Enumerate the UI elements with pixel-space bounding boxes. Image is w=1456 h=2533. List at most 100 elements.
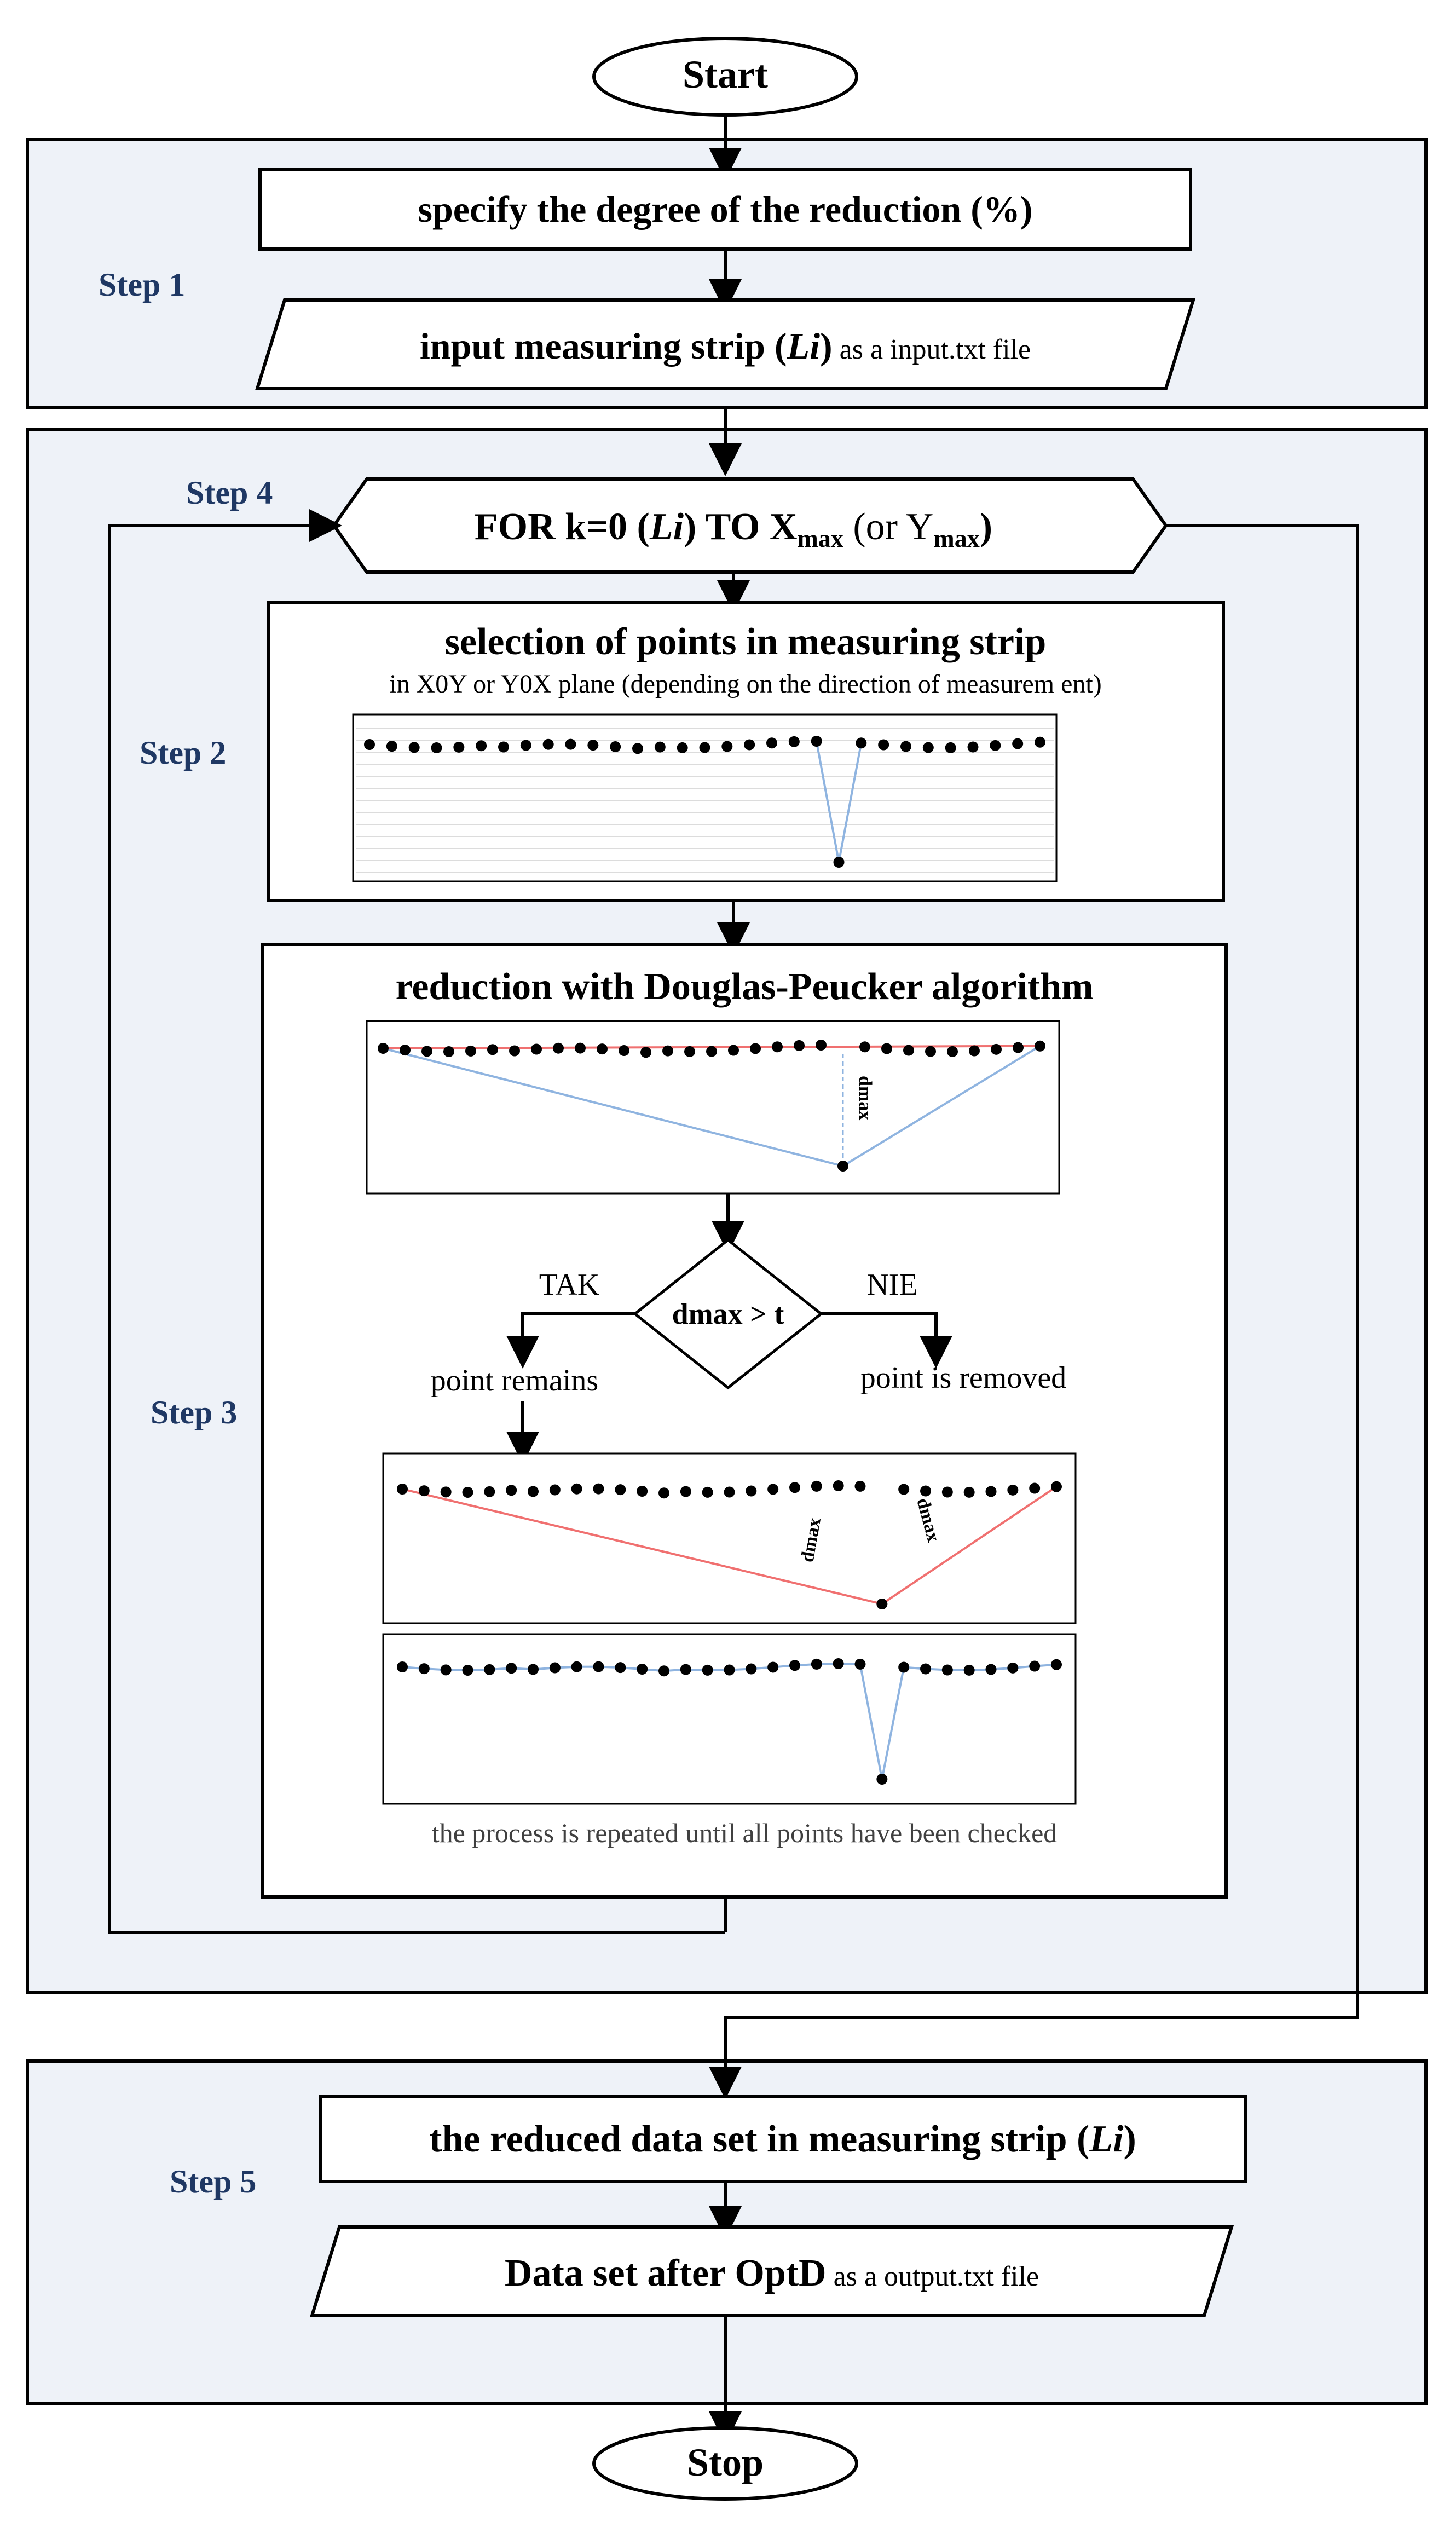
data-point: [985, 1486, 997, 1497]
x-sub-text: max: [798, 524, 843, 552]
data-point: [571, 1661, 582, 1672]
stop-label: Stop: [687, 2440, 764, 2484]
data-point: [811, 1480, 822, 1492]
data-point: [746, 1663, 757, 1675]
data-point: [476, 740, 487, 752]
data-point: [788, 736, 800, 747]
data-point: [1012, 738, 1024, 749]
data-point: [400, 1045, 411, 1056]
data-point: [728, 1045, 739, 1056]
data-point: [1013, 1042, 1024, 1053]
data-point: [746, 1485, 757, 1497]
data-point: [684, 1046, 695, 1057]
data-point: [619, 1045, 629, 1057]
data-point: [878, 739, 889, 751]
data-point: [699, 742, 710, 753]
data-point: [462, 1486, 473, 1498]
data-point: [876, 1599, 888, 1609]
data-point: [418, 1485, 430, 1497]
data-point: [833, 857, 845, 868]
data-point: [963, 1664, 975, 1676]
reduction-title: reduction with Douglas-Peucker algorithm: [396, 966, 1094, 1008]
data-point: [721, 741, 733, 752]
data-point: [859, 1041, 870, 1053]
data-point: [386, 741, 397, 752]
data-point: [549, 1484, 561, 1496]
strip-plot-1: [352, 713, 1058, 882]
data-point: [941, 1486, 953, 1498]
data-point: [947, 1046, 958, 1057]
data-point: [364, 739, 375, 750]
dp-plot-2: [382, 1452, 1077, 1624]
reduced-li-text: Li: [1089, 2118, 1124, 2160]
input-data-box: [255, 298, 1196, 390]
yes-result: point remains: [431, 1364, 598, 1398]
data-point: [632, 743, 643, 754]
data-point: [520, 740, 531, 751]
input-li-text: Li: [787, 325, 821, 367]
y-sub-text: max: [933, 524, 979, 552]
loop-back-line: [108, 509, 725, 1934]
data-point: [453, 741, 465, 753]
selection-subtitle: in X0Y or Y0X plane (depending on the di…: [389, 670, 1101, 699]
data-point: [898, 1661, 910, 1673]
degree-process-box: [258, 168, 1192, 251]
step4-label: Step 4: [186, 475, 273, 511]
for-to-text: ) TO X: [684, 506, 797, 548]
yes-branch-line: [506, 1312, 635, 1369]
data-point: [549, 1662, 561, 1674]
no-label: NIE: [866, 1268, 917, 1302]
data-point: [702, 1486, 713, 1498]
data-point: [397, 1484, 408, 1495]
dp-plot-3: [382, 1633, 1077, 1805]
dmax-label-1: dmax: [855, 1076, 875, 1120]
data-point: [767, 1484, 779, 1495]
degree-box-text: specify the degree of the reduction (%): [418, 188, 1032, 230]
data-point: [903, 1045, 914, 1056]
data-point: [811, 1658, 822, 1670]
data-point: [506, 1485, 517, 1496]
strip-plot-1-grid: [356, 728, 1054, 873]
data-point: [816, 1040, 827, 1051]
data-point: [528, 1486, 539, 1497]
data-point: [925, 1046, 936, 1057]
data-point: [677, 742, 688, 753]
data-point: [856, 737, 867, 749]
data-point: [637, 1664, 648, 1675]
data-point: [876, 1774, 888, 1785]
data-point: [881, 1043, 892, 1054]
step1-label: Step 1: [99, 267, 185, 303]
data-point: [418, 1663, 430, 1675]
data-point: [990, 740, 1001, 751]
data-point: [680, 1664, 691, 1675]
strip-plot-1-points: [364, 736, 1045, 868]
close-text: ): [980, 506, 992, 548]
selection-title: selection of points in measuring strip: [445, 621, 1047, 663]
data-point: [1051, 1481, 1062, 1492]
data-point: [498, 741, 509, 753]
data-point: [637, 1486, 648, 1497]
data-point: [506, 1663, 517, 1674]
data-point: [440, 1664, 452, 1676]
data-point: [565, 738, 576, 750]
step5-label: Step 5: [170, 2163, 256, 2200]
data-point: [920, 1485, 931, 1497]
data-point: [531, 1043, 542, 1055]
dp-plot-1-points: [378, 1040, 1045, 1172]
data-point: [900, 741, 911, 752]
data-point: [945, 742, 956, 753]
data-point: [615, 1662, 626, 1674]
data-point: [1035, 736, 1045, 748]
data-point: [724, 1486, 735, 1498]
data-point: [922, 742, 934, 753]
input-tail-text: as a input.txt file: [833, 334, 1031, 365]
data-point: [789, 1482, 800, 1493]
data-point: [969, 1045, 980, 1057]
data-point: [766, 737, 777, 749]
no-result: point is removed: [860, 1361, 1066, 1395]
data-point: [680, 1486, 691, 1497]
data-point: [597, 1043, 608, 1055]
data-point: [772, 1041, 783, 1053]
data-point: [985, 1664, 997, 1675]
